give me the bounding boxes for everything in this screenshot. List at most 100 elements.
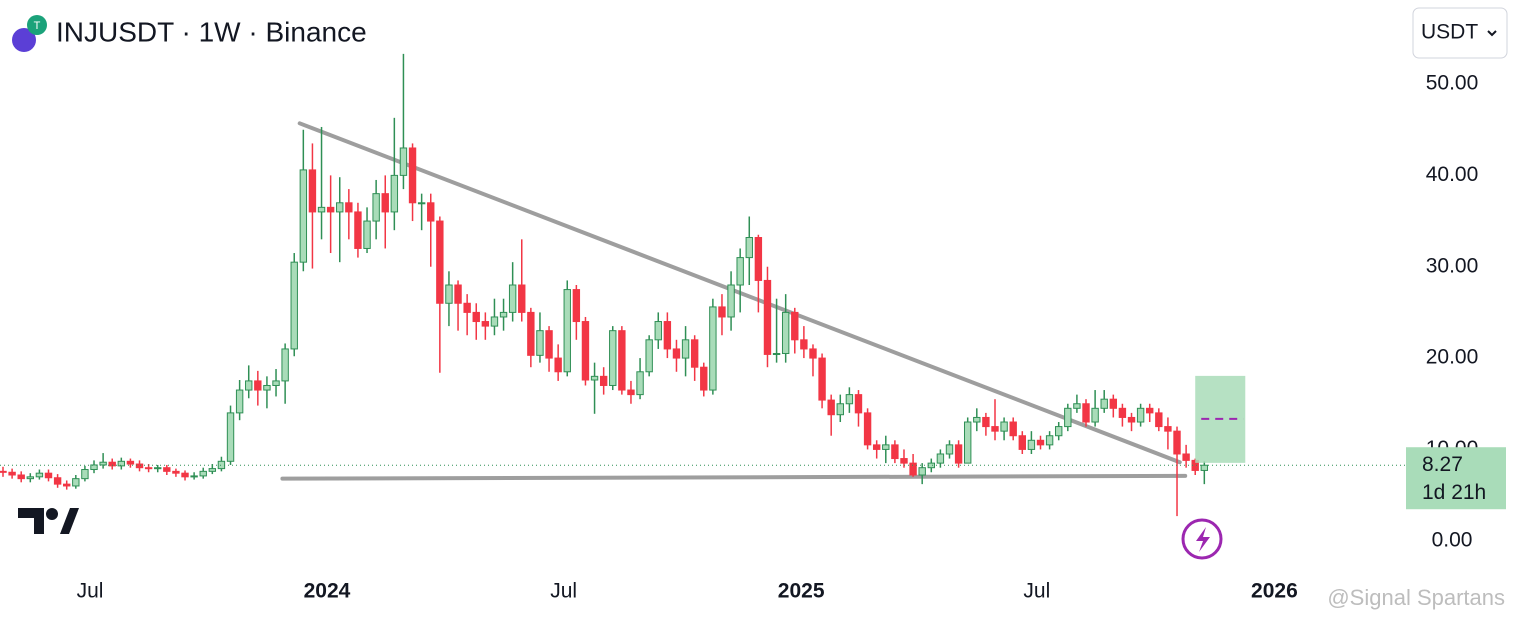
candle-body	[527, 311, 535, 356]
candle-body	[800, 339, 808, 350]
candle-body	[827, 399, 835, 416]
candle-body	[163, 467, 171, 472]
candle-body	[754, 237, 763, 281]
candle-body	[126, 460, 135, 465]
candle-body	[663, 321, 672, 350]
candle-body	[217, 460, 226, 470]
symbol-title: INJUSDT · 1W · Binance	[56, 16, 367, 47]
candle-body	[545, 330, 553, 359]
candle-body	[17, 474, 25, 480]
candle-body	[1091, 407, 1099, 423]
candle-body	[518, 284, 526, 313]
candle-body	[1018, 435, 1027, 450]
tv-logo	[18, 508, 79, 534]
candle-body	[1073, 403, 1081, 409]
candle-body	[618, 330, 626, 391]
currency-button[interactable]: USDT	[1412, 7, 1508, 59]
candle-body	[1045, 435, 1054, 446]
candle-body	[891, 444, 899, 460]
candle-body	[0, 470, 7, 473]
candle-body	[700, 366, 708, 391]
candle-body	[299, 169, 308, 263]
candle-body	[927, 462, 935, 469]
candle-body	[982, 416, 990, 428]
candle-body	[991, 426, 999, 432]
candle-body	[809, 348, 817, 359]
candle-body	[572, 289, 581, 323]
candle-body	[317, 206, 326, 213]
candle-body	[99, 461, 107, 466]
candle-body	[408, 147, 417, 204]
candle-body	[63, 483, 71, 487]
candle-body	[235, 389, 244, 414]
candle-body	[172, 470, 180, 474]
candle-body	[718, 306, 726, 318]
candle-body	[308, 169, 317, 213]
candle-body	[345, 202, 353, 213]
candle-body	[499, 311, 508, 318]
candle-body	[336, 202, 344, 213]
candle-body	[190, 475, 198, 478]
candle-body	[672, 348, 681, 359]
candle-body	[417, 202, 426, 205]
candle-body	[245, 380, 253, 391]
price-badge-value: 8.27	[1422, 453, 1463, 476]
candle-body	[563, 289, 571, 373]
candle-body	[736, 257, 744, 286]
candle-body	[973, 416, 981, 423]
currency-label[interactable]: USDT	[1421, 21, 1478, 44]
candle-body	[454, 284, 462, 304]
candle-body	[727, 284, 735, 318]
candle-body	[1000, 421, 1008, 432]
candle-body	[263, 384, 271, 391]
candle-body	[863, 412, 872, 446]
candle-body	[963, 421, 972, 464]
candle-body	[772, 353, 781, 356]
candle-body	[363, 220, 371, 249]
candle-body	[1064, 407, 1072, 428]
candle-body	[181, 472, 189, 478]
candle-body	[208, 468, 217, 472]
candle-body	[154, 467, 162, 470]
candle-body	[918, 467, 926, 476]
candle-body	[1182, 453, 1190, 461]
candle-body	[1100, 398, 1108, 409]
candle-body	[599, 375, 608, 386]
candle-body	[117, 460, 126, 467]
candle-body	[490, 316, 499, 327]
candle-body	[581, 321, 590, 381]
candle-body	[399, 147, 408, 176]
candle-body	[354, 211, 362, 249]
candle-body	[763, 279, 772, 355]
candle-body	[108, 461, 116, 467]
price-badge	[1406, 447, 1506, 510]
candle-body	[272, 380, 280, 386]
candle-body	[326, 206, 335, 213]
symbol-logo: T	[12, 15, 47, 52]
svg-text:T: T	[34, 20, 41, 32]
candle-body	[1118, 407, 1127, 418]
candle-body	[254, 380, 262, 391]
candle-body	[135, 463, 144, 469]
candle-body	[1027, 439, 1036, 450]
watermark: @Signal Spartans	[1327, 585, 1505, 610]
x-tick-label: 2026	[1251, 580, 1298, 603]
candle-body	[427, 202, 435, 222]
candle-body	[681, 339, 690, 359]
candle-body	[1082, 403, 1090, 423]
candle-body	[372, 193, 380, 222]
candle-body	[436, 220, 444, 304]
y-tick-label: 50.00	[1426, 72, 1479, 95]
candle-body	[199, 470, 207, 477]
candle-body	[1164, 426, 1172, 432]
candle-body	[872, 444, 881, 450]
candle-body	[854, 394, 863, 414]
candle-body	[909, 462, 917, 476]
candle-body	[1055, 426, 1063, 437]
candle-body	[1109, 398, 1118, 409]
candle-body	[381, 193, 389, 213]
candle-body	[44, 472, 53, 479]
candle-body	[72, 478, 80, 487]
lightning-icon[interactable]	[1181, 518, 1223, 560]
